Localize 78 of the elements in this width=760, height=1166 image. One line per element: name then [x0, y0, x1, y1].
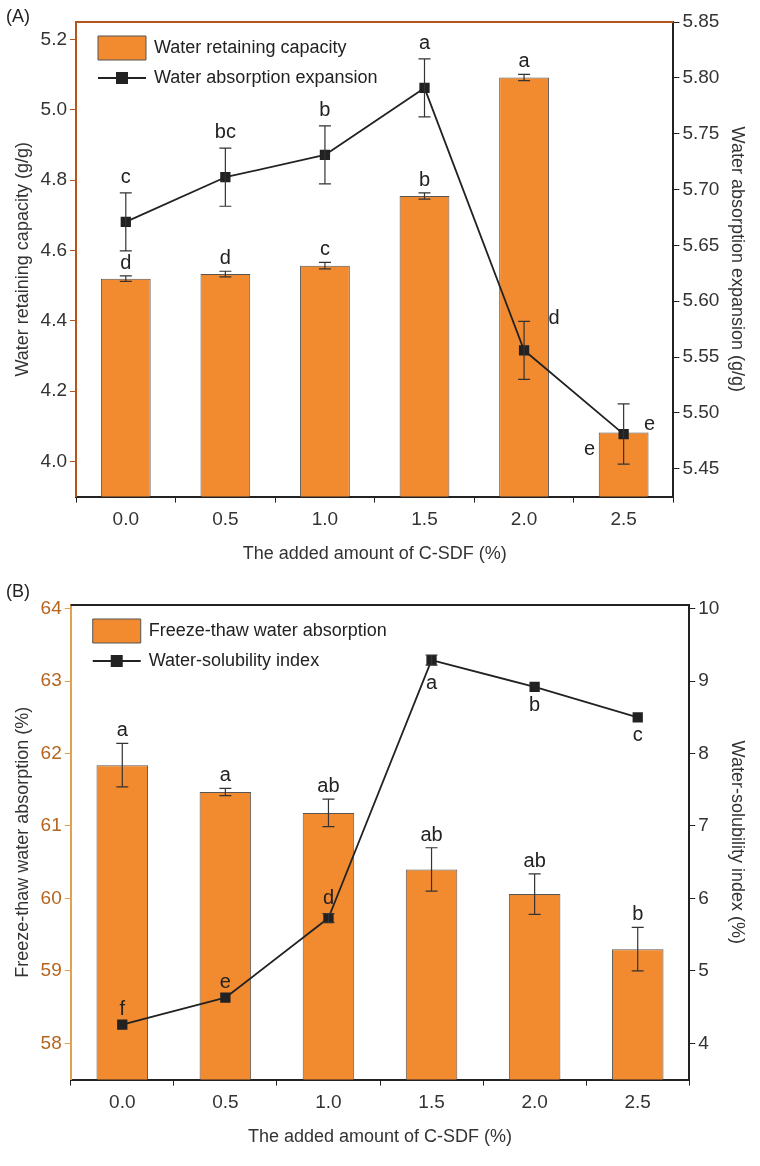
y2-tick-label: 5.80	[682, 66, 720, 88]
x-tick-label: 1.0	[315, 1091, 342, 1113]
data-label: a	[425, 671, 438, 694]
x-tick-label: 2.0	[521, 1091, 548, 1113]
y-tick-label: 64	[40, 596, 63, 618]
y2-tick-label: 5	[698, 959, 709, 981]
x-tick-label: 0.5	[212, 508, 239, 530]
y-tick-label: 4.2	[40, 379, 68, 401]
data-label: f	[119, 996, 126, 1019]
y-tick-label: 62	[40, 741, 62, 763]
y-tick-label: 5.2	[40, 27, 68, 49]
y2-axis-title: Water absorption expansion (g/g)	[728, 126, 749, 393]
data-label: b	[529, 692, 541, 715]
data-label: c	[120, 164, 131, 187]
x-tick-label: 1.5	[418, 1091, 445, 1113]
legend-label: Freeze-thaw water absorption	[148, 619, 387, 640]
y2-tick-label: 5.65	[682, 233, 720, 255]
legend-label: Water-solubility index	[148, 649, 320, 670]
y-tick-label: 59	[40, 959, 62, 981]
y2-tick-label: 8	[698, 741, 709, 763]
data-label: ab	[317, 774, 340, 797]
y2-tick-label: 5.60	[682, 289, 720, 311]
y2-tick-label: 5.55	[682, 345, 720, 367]
y-axis-title: Freeze-thaw water absorption (%)	[11, 706, 32, 978]
y2-tick-label: 5.70	[682, 177, 720, 199]
data-label: e	[584, 436, 596, 459]
x-tick-label: 1.5	[411, 508, 438, 530]
y-tick-label: 4.0	[40, 449, 68, 471]
data-label: b	[632, 902, 644, 925]
y2-tick-label: 10	[698, 596, 720, 618]
y2-tick-label: 7	[698, 814, 709, 836]
x-axis-title: The added amount of C-SDF (%)	[247, 1126, 513, 1147]
x-tick-label: 2.5	[610, 508, 637, 530]
y2-axis-title: Water-solubility index (%)	[728, 740, 749, 944]
data-label: bc	[214, 120, 236, 143]
data-label: a	[518, 49, 531, 72]
x-tick-label: 2.5	[624, 1091, 651, 1113]
y2-tick-label: 5.75	[682, 121, 720, 143]
y-tick-label: 4.6	[40, 238, 68, 260]
data-label: a	[418, 30, 431, 53]
y-tick-label: 58	[40, 1031, 62, 1053]
x-tick-label: 0.0	[112, 508, 140, 530]
legend-label: Water absorption expansion	[154, 66, 378, 87]
data-label: e	[219, 969, 231, 992]
data-label: a	[219, 763, 232, 786]
data-label: c	[632, 723, 643, 746]
data-label: d	[548, 306, 560, 329]
y-tick-label: 61	[40, 814, 62, 836]
data-label: c	[319, 237, 330, 260]
data-label: ab	[523, 848, 546, 871]
legend-label: Water retaining capacity	[154, 36, 347, 57]
x-tick-label: 0.5	[212, 1091, 239, 1113]
data-label: d	[322, 885, 335, 908]
y-tick-label: 63	[40, 669, 62, 691]
x-axis-title: The added amount of C-SDF (%)	[242, 543, 507, 564]
y-tick-label: 4.4	[40, 309, 68, 331]
data-label: b	[319, 97, 331, 120]
y-axis-title: Water retaining capacity (g/g)	[11, 142, 32, 377]
x-tick-label: 0.0	[109, 1091, 136, 1113]
y2-tick-label: 5.45	[682, 456, 720, 478]
data-label: b	[418, 167, 431, 190]
chart-title: (A)	[6, 5, 30, 26]
y-tick-label: 60	[40, 886, 62, 908]
y2-tick-label: 5.50	[682, 401, 720, 423]
data-label: d	[120, 250, 132, 273]
data-label: ab	[420, 822, 443, 845]
y-tick-label: 4.8	[40, 168, 68, 190]
data-label: e	[644, 412, 656, 435]
x-tick-label: 1.0	[311, 508, 339, 530]
y2-tick-label: 5.85	[682, 10, 720, 32]
chart-title: (B)	[6, 580, 30, 601]
data-label: a	[116, 718, 129, 741]
y2-tick-label: 9	[698, 669, 709, 691]
data-label: d	[219, 246, 231, 269]
y-tick-label: 5.0	[40, 98, 68, 120]
x-tick-label: 2.0	[510, 508, 538, 530]
y2-tick-label: 6	[698, 886, 709, 908]
y2-tick-label: 4	[698, 1031, 710, 1053]
